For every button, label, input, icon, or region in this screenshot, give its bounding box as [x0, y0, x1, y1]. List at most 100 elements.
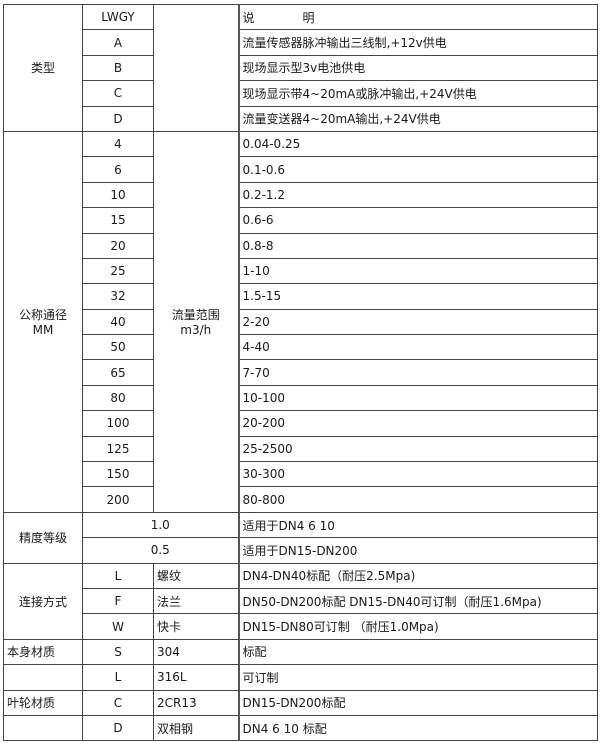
flow-range-value: 30-300: [237, 461, 598, 488]
type-code: B: [82, 54, 154, 82]
table-row: 6 0.1-0.6: [4, 156, 598, 183]
body-material-code: L: [82, 664, 154, 691]
impeller-material-description: DN15-DN200标配: [237, 689, 598, 716]
diameter-value: 100: [82, 410, 154, 437]
table-row: 100 20-200: [4, 410, 598, 437]
accuracy-label: 精度等级: [3, 511, 83, 564]
diameter-value: 150: [82, 461, 154, 488]
table-row: L 316L 可订制: [3, 664, 598, 691]
connection-description: DN4-DN40标配（耐压2.5Mpa): [237, 562, 598, 589]
table-row: 32 1.5-15: [4, 283, 598, 310]
flow-unit: m3/h: [180, 323, 212, 338]
flow-range-value: 7-70: [237, 359, 598, 386]
table-row: D 流量变送器4~20mA输出,+24V供电: [4, 105, 598, 132]
diameter-value: 6: [82, 156, 154, 183]
type-description: 现场显示型3v电池供电: [237, 54, 598, 82]
accuracy-grade: 1.0: [82, 511, 240, 539]
table-row: B 现场显示型3v电池供电: [4, 54, 598, 82]
impeller-material-code: D: [82, 714, 154, 742]
impeller-material-code: C: [82, 689, 154, 716]
impeller-material-label: [3, 714, 83, 742]
body-material-description: 可订制: [237, 664, 598, 691]
diameter-value: 25: [82, 257, 154, 285]
connection-name: 法兰: [153, 587, 240, 615]
diameter-value: 20: [82, 232, 154, 259]
table-row: 20 0.8-8: [4, 232, 598, 259]
flow-range-value: 0.6-6: [237, 207, 598, 234]
table-row: 公称通径 MM 4 流量范围 m3/h 0.04-0.25: [3, 130, 598, 513]
diameter-value: 4: [82, 130, 154, 158]
flow-range-value: 0.2-1.2: [237, 181, 598, 209]
flow-range-value: 4-40: [237, 334, 598, 361]
table-row: A 流量传感器脉冲输出三线制,+12v供电: [4, 29, 598, 56]
table-row: 200 80-800: [4, 486, 598, 513]
impeller-material-label: 叶轮材质: [3, 689, 83, 716]
body-material-label: 本身材质: [3, 638, 83, 666]
table-row: 10 0.2-1.2: [4, 181, 598, 209]
connection-description: DN50-DN200标配 DN15-DN40可订制（耐压1.6Mpa): [237, 587, 598, 615]
table-row: 40 2-20: [4, 308, 598, 336]
flow-range-value: 0.1-0.6: [237, 156, 598, 183]
model-selection-table: 类型 LWGY 说 明 A 流量传感器脉冲输出三线制,+12v供电 B 现场显示型3v电池供…: [3, 3, 598, 742]
connection-name: 快卡: [153, 613, 240, 640]
flow-range-value: 10-100: [237, 384, 598, 412]
table-row: F 法兰 DN50-DN200标配 DN15-DN40可订制（耐压1.6Mpa): [4, 587, 598, 615]
diameter-value: 50: [82, 334, 154, 361]
impeller-material-name: 双相钢: [153, 714, 240, 742]
table-row: 80 10-100: [4, 384, 598, 412]
table-row: 15 0.6-6: [4, 207, 598, 234]
diameter-value: 125: [82, 435, 154, 463]
header-description: 说 明: [237, 3, 598, 31]
flow-range-value: 80-800: [237, 486, 598, 513]
flow-range-value: 1.5-15: [237, 283, 598, 310]
type-description: 现场显示带4~20mA或脉冲输出,+24V供电: [237, 80, 598, 107]
table-row: 0.5 适用于DN15-DN200: [4, 537, 598, 564]
impeller-material-name: 2CR13: [153, 689, 240, 716]
table-row: 本身材质 S 304 标配: [3, 638, 598, 666]
connection-label: 连接方式: [3, 562, 83, 640]
flow-label-text: 流量范围: [171, 308, 220, 323]
connection-description: DN15-DN80可订制 （耐压1.0Mpa): [237, 613, 598, 640]
flow-range-value: 1-10: [237, 257, 598, 285]
diameter-value: 15: [82, 207, 154, 234]
connection-code: L: [82, 562, 154, 589]
type-code: D: [82, 105, 154, 132]
diameter-value: 200: [82, 486, 154, 513]
diameter-value: 80: [82, 384, 154, 412]
type-description: 流量变送器4~20mA输出,+24V供电: [237, 105, 598, 132]
table-row: 叶轮材质 C 2CR13 DN15-DN200标配: [3, 689, 598, 716]
body-material-description: 标配: [237, 638, 598, 666]
diameter-value: 65: [82, 359, 154, 386]
table-row: C 现场显示带4~20mA或脉冲输出,+24V供电: [4, 80, 598, 107]
type-code: C: [82, 80, 154, 107]
diameter-value: 32: [82, 283, 154, 310]
table-row: 类型 LWGY 说 明: [3, 3, 598, 132]
header-code: LWGY: [82, 3, 154, 31]
flow-range-value: 20-200: [237, 410, 598, 437]
impeller-material-description: DN4 6 10 标配: [237, 714, 598, 742]
accuracy-description: 适用于DN15-DN200: [237, 537, 598, 564]
flow-range-value: 0.04-0.25: [237, 130, 598, 158]
body-material-name: 304: [153, 638, 240, 666]
table-row: D 双相钢 DN4 6 10 标配: [3, 714, 598, 742]
accuracy-grade: 0.5: [82, 537, 240, 564]
table-row: 65 7-70: [4, 359, 598, 386]
connection-name: 螺纹: [153, 562, 240, 589]
type-description: 流量传感器脉冲输出三线制,+12v供电: [237, 29, 598, 56]
accuracy-description: 适用于DN4 6 10: [237, 511, 598, 539]
type-code: A: [82, 29, 154, 56]
table-row: 125 25-2500: [4, 435, 598, 463]
table-row: 精度等级 1.0 适用于DN4 6 10: [3, 511, 598, 564]
diameter-value: 10: [82, 181, 154, 209]
connection-code: F: [82, 587, 154, 615]
flow-range-value: 2-20: [237, 308, 598, 336]
flow-range-label: 流量范围 m3/h: [153, 130, 240, 513]
flow-range-value: 25-2500: [237, 435, 598, 463]
table-row: 25 1-10: [4, 257, 598, 285]
diameter-label-text: 公称通径: [18, 308, 67, 323]
body-material-label: [3, 664, 83, 691]
diameter-label: 公称通径 MM: [3, 130, 83, 513]
table-row: 连接方式 L 螺纹 DN4-DN40标配（耐压2.5Mpa): [3, 562, 598, 640]
table-row: 150 30-300: [4, 461, 598, 488]
body-material-code: S: [82, 638, 154, 666]
